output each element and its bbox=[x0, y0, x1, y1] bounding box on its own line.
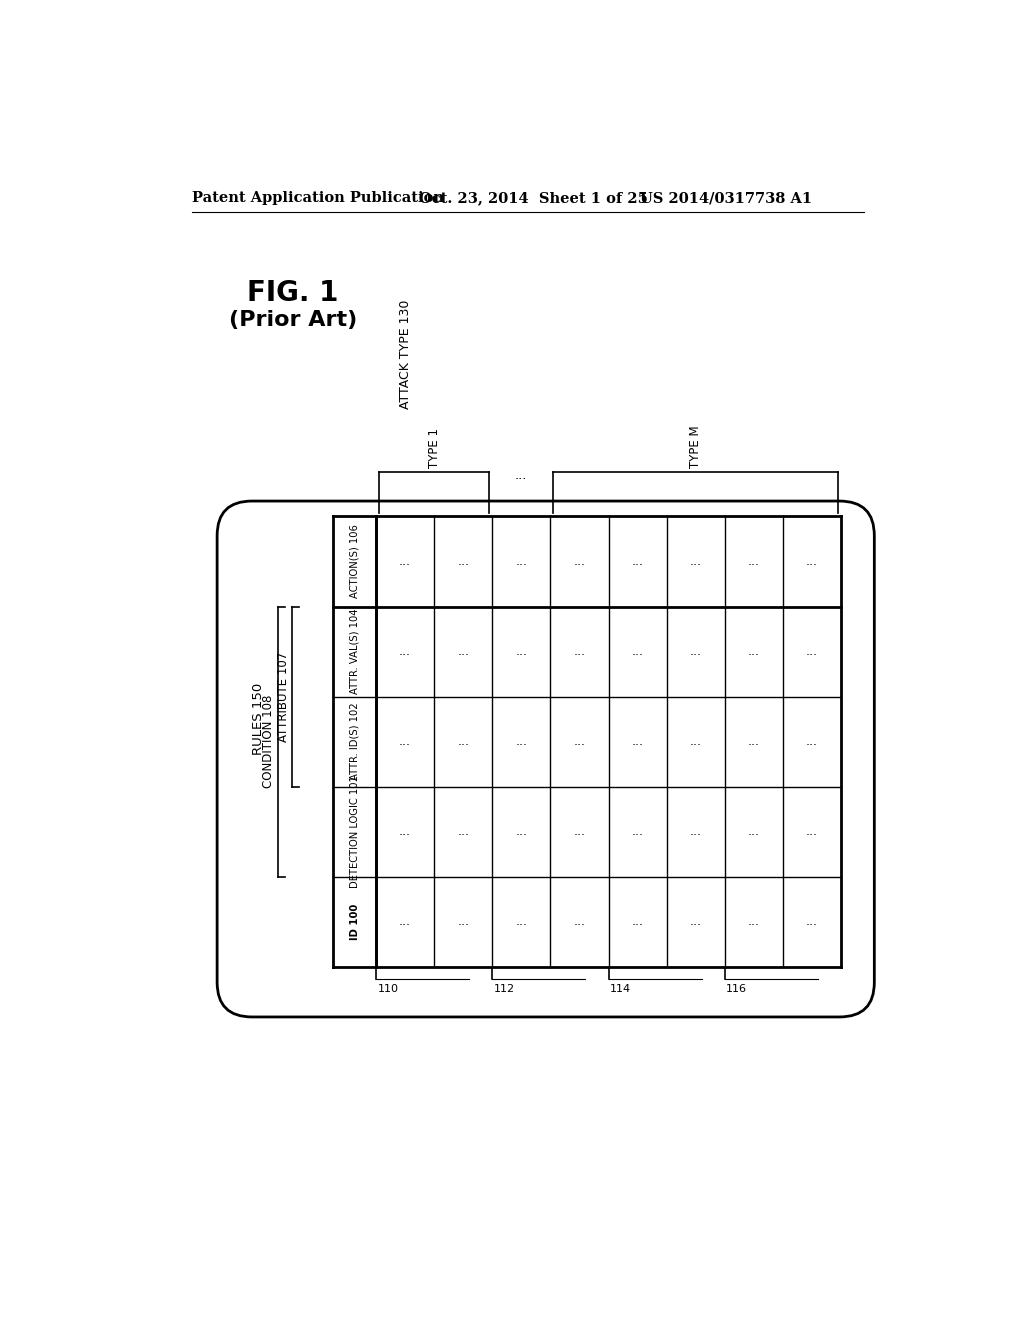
Text: ...: ... bbox=[748, 735, 760, 748]
Text: ...: ... bbox=[806, 554, 818, 568]
Text: ...: ... bbox=[690, 554, 701, 568]
Text: 116: 116 bbox=[726, 983, 748, 994]
Text: Patent Application Publication: Patent Application Publication bbox=[191, 191, 443, 206]
Text: ...: ... bbox=[515, 915, 527, 928]
Text: ...: ... bbox=[748, 645, 760, 659]
Text: ID 100: ID 100 bbox=[349, 904, 359, 940]
Text: ...: ... bbox=[573, 554, 586, 568]
Text: ...: ... bbox=[632, 825, 643, 838]
Text: TYPE M: TYPE M bbox=[689, 425, 702, 469]
Text: ...: ... bbox=[457, 554, 469, 568]
Text: ...: ... bbox=[806, 735, 818, 748]
Text: Oct. 23, 2014  Sheet 1 of 25: Oct. 23, 2014 Sheet 1 of 25 bbox=[419, 191, 647, 206]
Text: ...: ... bbox=[573, 825, 586, 838]
Text: ...: ... bbox=[632, 645, 643, 659]
Text: 110: 110 bbox=[378, 983, 398, 994]
Text: US 2014/0317738 A1: US 2014/0317738 A1 bbox=[640, 191, 812, 206]
Text: DETECTION LOGIC 101: DETECTION LOGIC 101 bbox=[349, 775, 359, 888]
Text: ...: ... bbox=[748, 554, 760, 568]
Text: ...: ... bbox=[690, 645, 701, 659]
Text: ...: ... bbox=[806, 645, 818, 659]
Text: ...: ... bbox=[515, 735, 527, 748]
Text: ...: ... bbox=[457, 645, 469, 659]
Text: CONDITION 108: CONDITION 108 bbox=[262, 696, 275, 788]
Text: ...: ... bbox=[690, 915, 701, 928]
Text: ...: ... bbox=[632, 915, 643, 928]
Text: ...: ... bbox=[515, 469, 527, 482]
Text: ...: ... bbox=[632, 735, 643, 748]
Text: RULES 150: RULES 150 bbox=[252, 682, 264, 755]
Text: ...: ... bbox=[690, 735, 701, 748]
Text: ...: ... bbox=[457, 735, 469, 748]
Text: ACTION(S) 106: ACTION(S) 106 bbox=[349, 524, 359, 598]
Text: ...: ... bbox=[573, 735, 586, 748]
Text: ...: ... bbox=[806, 915, 818, 928]
Text: ...: ... bbox=[748, 825, 760, 838]
Text: ...: ... bbox=[457, 915, 469, 928]
Text: ATTACK TYPE 130: ATTACK TYPE 130 bbox=[398, 300, 412, 409]
Text: ...: ... bbox=[399, 554, 411, 568]
Text: ...: ... bbox=[573, 915, 586, 928]
Text: FIG. 1: FIG. 1 bbox=[248, 279, 339, 308]
Text: ...: ... bbox=[806, 825, 818, 838]
Text: ...: ... bbox=[573, 645, 586, 659]
Text: ...: ... bbox=[515, 645, 527, 659]
Text: ATTRIBUTE 107: ATTRIBUTE 107 bbox=[276, 652, 290, 742]
Text: ...: ... bbox=[399, 735, 411, 748]
Text: ...: ... bbox=[515, 554, 527, 568]
Text: ATTR. ID(S) 102: ATTR. ID(S) 102 bbox=[349, 702, 359, 780]
Text: ...: ... bbox=[748, 915, 760, 928]
Text: ...: ... bbox=[690, 825, 701, 838]
Text: (Prior Art): (Prior Art) bbox=[229, 310, 357, 330]
FancyBboxPatch shape bbox=[217, 502, 874, 1016]
Text: ...: ... bbox=[399, 645, 411, 659]
Text: 114: 114 bbox=[610, 983, 631, 994]
Text: ...: ... bbox=[515, 825, 527, 838]
Text: ...: ... bbox=[399, 825, 411, 838]
Text: ...: ... bbox=[399, 915, 411, 928]
Text: ...: ... bbox=[632, 554, 643, 568]
Text: ...: ... bbox=[457, 825, 469, 838]
Text: ATTR. VAL(S) 104: ATTR. VAL(S) 104 bbox=[349, 609, 359, 694]
Text: TYPE 1: TYPE 1 bbox=[428, 428, 440, 469]
Text: 112: 112 bbox=[494, 983, 515, 994]
